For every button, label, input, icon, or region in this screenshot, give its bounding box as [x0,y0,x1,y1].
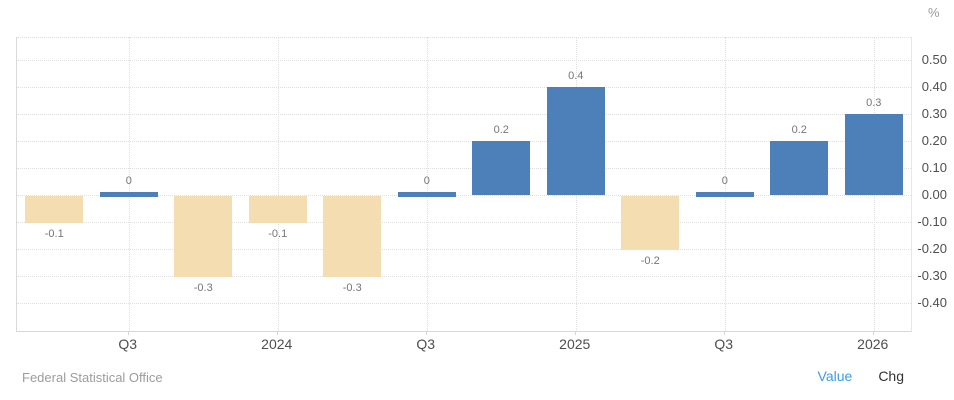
bar-value-label: -0.3 [193,282,213,295]
y-axis-unit-label: % [928,5,940,20]
bar[interactable] [844,113,903,195]
x-axis-tick [425,331,427,335]
x-axis-tick [127,331,129,335]
bar-value-label: 0.3 [866,96,882,109]
y-axis-tick-label: -0.40 [917,295,947,311]
chg-toggle-link[interactable]: Chg [878,368,904,384]
x-gridline [277,37,279,331]
bar-value-label: 0.4 [568,69,584,82]
x-axis-tick-label: Q3 [714,336,734,352]
y-gridline [17,167,911,169]
x-axis-tick [723,331,725,335]
plot-area: -0.1 0 -0.3 -0.1 -0.3 0 0.2 0.4 -0.2 0 0.2 0.3 [16,37,912,332]
bar-value-label: -0.1 [44,228,64,241]
y-axis-tick-label: 0.30 [921,105,947,121]
bar-value-label: -0.3 [342,282,362,295]
x-axis-tick-label: 2026 [857,336,889,352]
y-gridline [17,222,911,224]
x-axis-tick [276,331,278,335]
y-axis-tick-label: -0.30 [917,268,947,284]
bar[interactable] [99,192,158,197]
plot-top-border [17,37,911,38]
x-gridline [426,37,428,331]
bar[interactable] [397,192,456,197]
y-axis-tick-label: 0.50 [921,51,947,67]
x-axis-tick [574,331,576,335]
bar-value-label: 0 [721,175,728,187]
y-axis-tick-label: -0.10 [917,214,947,230]
bar-value-label: -0.1 [268,228,288,241]
y-gridline [17,303,911,305]
source-attribution: Federal Statistical Office [22,370,163,385]
x-axis-tick [872,331,874,335]
bar[interactable] [248,196,307,224]
x-axis-tick-label: Q3 [416,336,436,352]
bar[interactable] [472,140,531,195]
value-toggle-link[interactable]: Value [817,368,853,384]
x-axis-tick-label: 2024 [261,336,293,352]
bar[interactable] [174,196,233,278]
bar-value-label: 0.2 [493,123,509,136]
x-axis-tick-label: 2025 [559,336,591,352]
y-gridline [17,249,911,251]
bar[interactable] [770,140,829,195]
y-axis-tick-label: 0.40 [921,78,947,94]
bar-value-label: 0.2 [791,123,807,136]
y-gridline [17,86,911,88]
bar-value-label: 0 [125,175,132,187]
bar[interactable] [546,86,605,195]
y-gridline [17,113,911,115]
y-gridline [17,276,911,278]
y-axis-tick-label: 0.20 [921,132,947,148]
y-gridline [17,59,911,61]
x-axis-tick-label: Q3 [118,336,138,352]
y-axis-tick-label: 0.10 [921,159,947,175]
bar-value-label: -0.2 [640,255,660,268]
y-gridline [17,140,911,142]
bar[interactable] [621,196,680,251]
x-gridline [128,37,130,331]
bar-value-label: 0 [423,175,430,187]
y-gridline [17,195,911,196]
footer-links: Value Chg [818,368,904,384]
y-axis-tick-label: 0.00 [921,187,947,202]
x-gridline [724,37,726,331]
bar[interactable] [25,196,84,224]
bar[interactable] [695,192,754,197]
bar[interactable] [323,196,382,278]
y-axis-tick-label: -0.20 [917,241,947,257]
